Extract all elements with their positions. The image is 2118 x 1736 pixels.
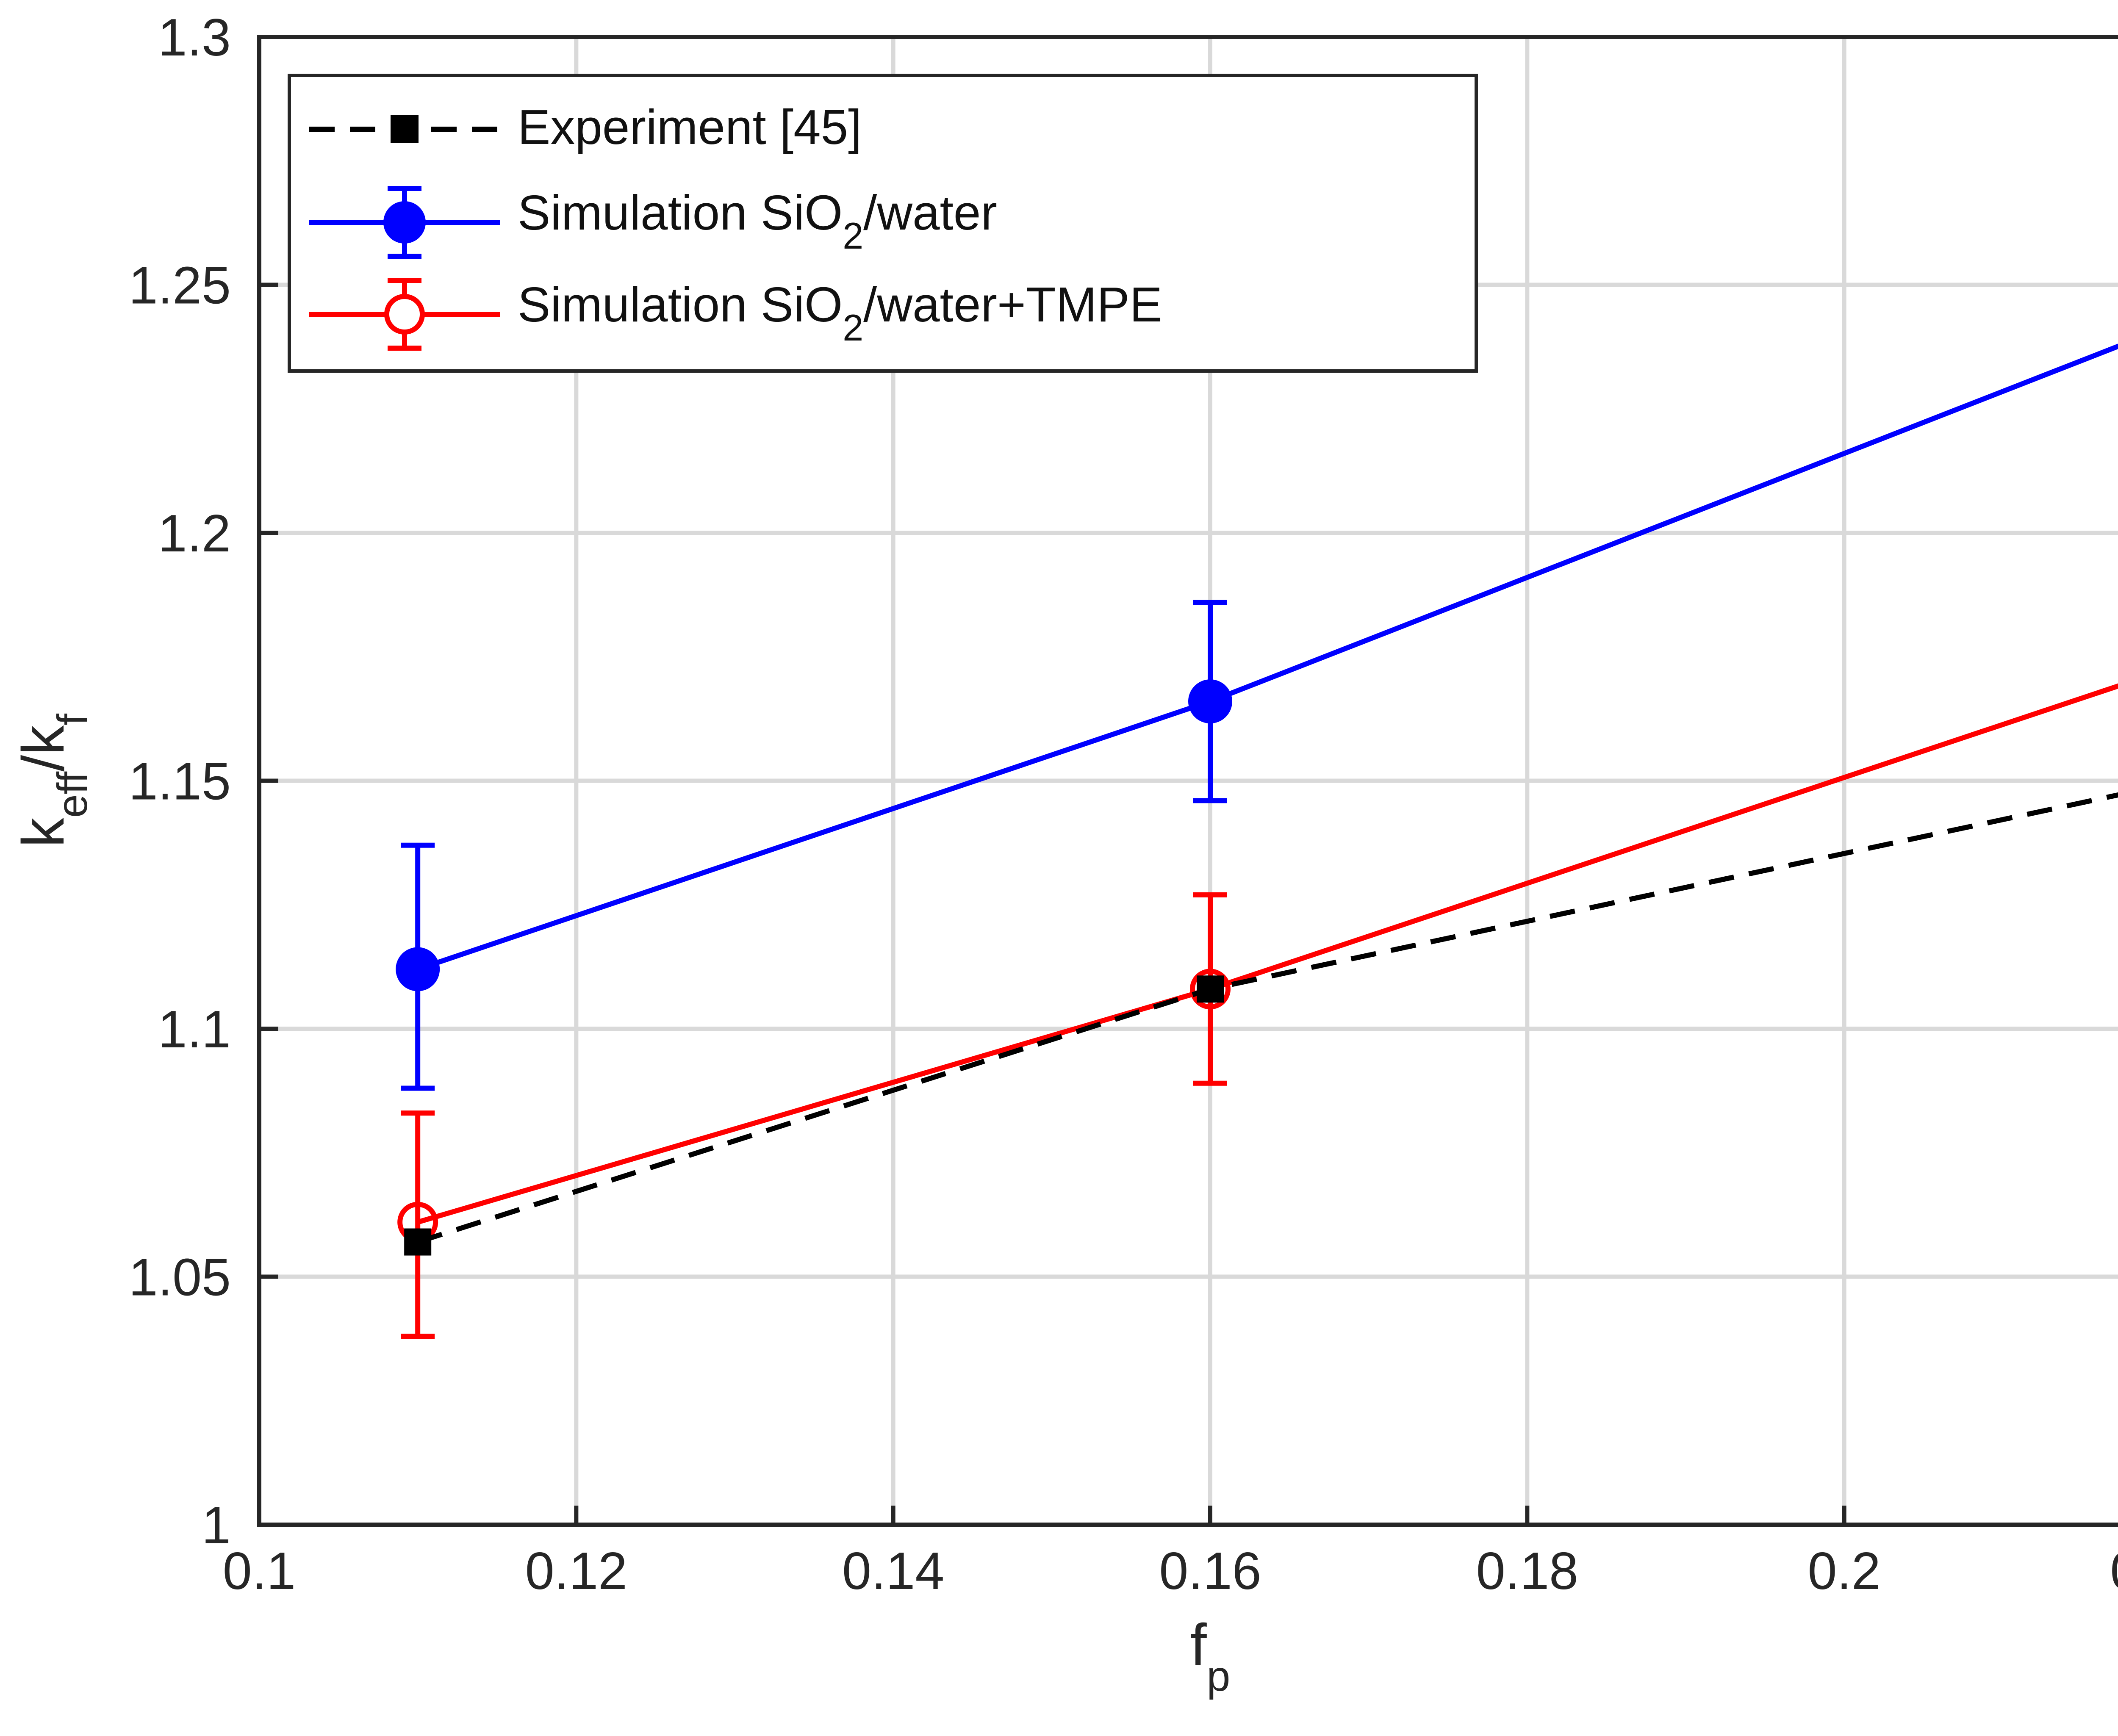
x-axis-title: fp (1190, 1611, 1231, 1700)
legend-marker-sio2-water (383, 201, 426, 244)
y-tick-label: 1.05 (129, 1249, 231, 1307)
data-point (1188, 679, 1232, 724)
legend-marker-sio2-water-tmpe (384, 294, 425, 335)
legend-label-sio2-water-tmpe: Simulation SiO2/water+TMPE (518, 277, 1162, 349)
x-tick-label: 0.1 (223, 1542, 296, 1600)
legend-entry-sio2-water-tmpe: Simulation SiO2/water+TMPE (309, 277, 1162, 351)
x-tick-label: 0.12 (525, 1542, 627, 1600)
series-layer (396, 343, 2118, 1339)
x-tick-label: 0.16 (1159, 1542, 1261, 1600)
data-point (1190, 969, 1231, 1010)
series-experiment-45 (404, 792, 2118, 1256)
legend-label-experiment: Experiment [45] (518, 100, 862, 155)
x-tick-label: 0.22 (2110, 1542, 2118, 1600)
series-simulation-sio2-water (396, 343, 2118, 1091)
tick-layer: 0.1 0.12 0.14 0.16 0.18 0.2 0.22 1 1.05 1.1 1.15 1.… (129, 8, 2118, 1600)
legend-label-sio2-water: Simulation SiO2/water (518, 185, 997, 257)
y-axis-title: keff/kf (10, 714, 96, 847)
y-tick-label: 1 (202, 1496, 231, 1555)
legend: Experiment [45] Simulation SiO2/water Si… (288, 74, 1478, 373)
data-point (404, 1228, 432, 1256)
legend-entry-sio2-water: Simulation SiO2/water (309, 185, 997, 259)
legend-marker-experiment (391, 115, 419, 143)
legend-entry-experiment: Experiment [45] (309, 100, 862, 155)
x-tick-label: 0.18 (1476, 1542, 1578, 1600)
y-tick-label: 1.25 (129, 257, 231, 315)
y-tick-label: 1.3 (158, 8, 231, 67)
data-point (1197, 975, 1224, 1003)
y-tick-label: 1.15 (129, 753, 231, 811)
y-tick-label: 1.1 (158, 1000, 231, 1059)
y-tick-label: 1.2 (158, 504, 231, 563)
x-tick-label: 0.14 (842, 1542, 944, 1600)
data-point (396, 947, 440, 991)
x-tick-label: 0.2 (1808, 1542, 1880, 1600)
